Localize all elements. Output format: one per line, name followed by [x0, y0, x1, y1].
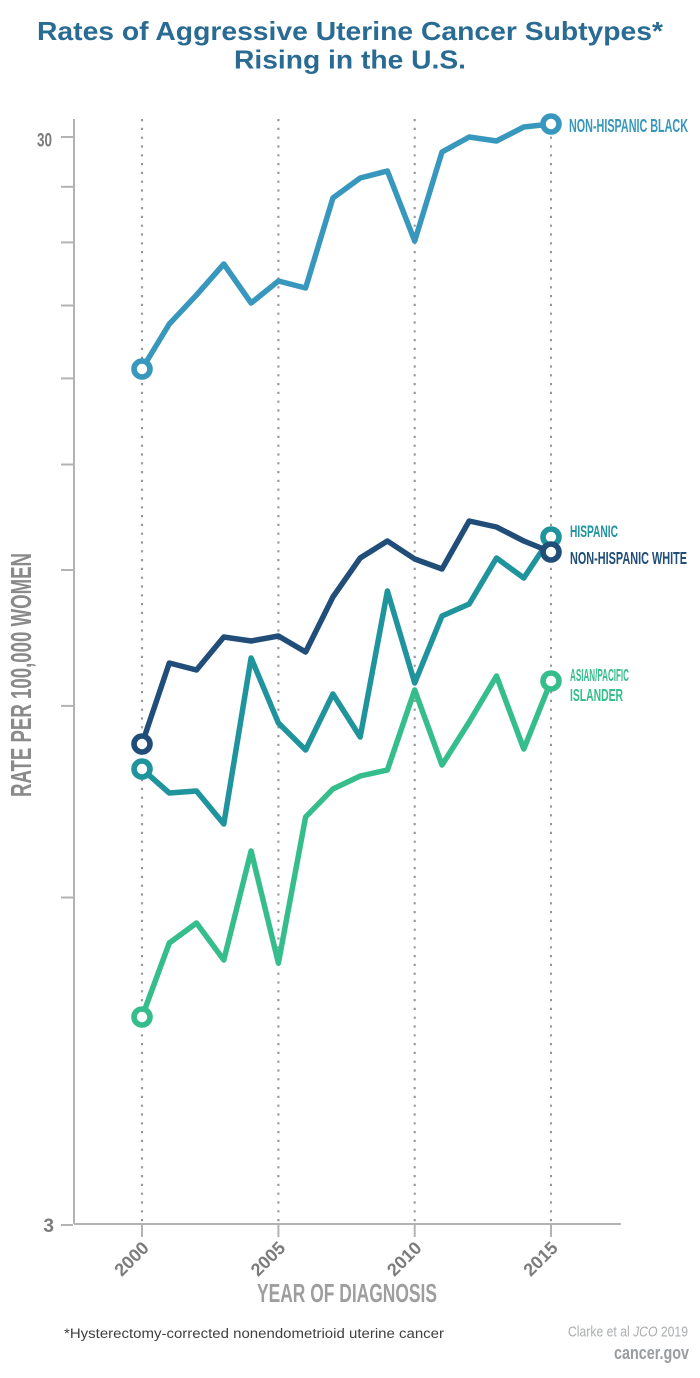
- svg-text:YEAR OF DIAGNOSIS: YEAR OF DIAGNOSIS: [257, 1278, 437, 1308]
- svg-text:*Hysterectomy-corrected nonend: *Hysterectomy-corrected nonendometrioid …: [64, 1326, 445, 1341]
- svg-text:RATE PER 100,000 WOMEN: RATE PER 100,000 WOMEN: [6, 553, 38, 797]
- svg-text:Clarke et al JCO 2019: Clarke et al JCO 2019: [568, 1324, 688, 1341]
- svg-text:Rising in the U.S.: Rising in the U.S.: [234, 45, 466, 75]
- svg-text:ASIAN/PACIFIC: ASIAN/PACIFIC: [570, 665, 629, 685]
- svg-text:NON-HISPANIC WHITE: NON-HISPANIC WHITE: [570, 548, 687, 568]
- svg-text:ISLANDER: ISLANDER: [570, 685, 623, 705]
- svg-text:NON-HISPANIC BLACK: NON-HISPANIC BLACK: [569, 116, 688, 136]
- svg-text:HISPANIC: HISPANIC: [570, 522, 618, 541]
- svg-text:Rates of Aggressive Uterine Ca: Rates of Aggressive Uterine Cancer Subty…: [37, 16, 664, 46]
- svg-text:3: 3: [43, 1216, 54, 1237]
- svg-text:30: 30: [37, 131, 52, 152]
- svg-text:cancer.gov: cancer.gov: [614, 1343, 689, 1363]
